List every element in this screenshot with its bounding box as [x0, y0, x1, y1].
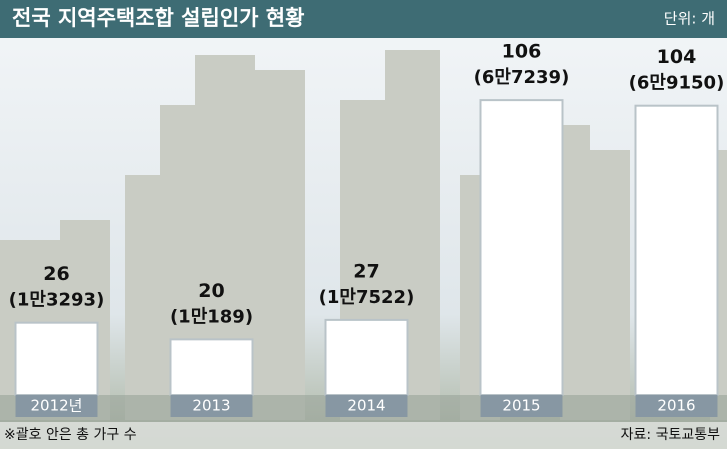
bar	[169, 338, 254, 397]
value-label: 27	[353, 260, 379, 282]
value-label: 20	[198, 280, 224, 302]
chart-title: 전국 지역주택조합 설립인가 현황	[12, 6, 304, 30]
category-box	[170, 395, 253, 417]
x-tick-label: 2016	[657, 397, 695, 415]
footnote: ※괄호 안은 총 가구 수	[4, 427, 137, 443]
x-tick-label: 2015	[502, 397, 540, 415]
bar	[634, 104, 719, 396]
source: 자료: 국토교통부	[621, 427, 720, 443]
title-bar	[0, 0, 727, 38]
bar	[14, 321, 99, 396]
value-label: 104	[657, 46, 697, 68]
value-label: 26	[43, 263, 69, 285]
x-tick-label: 2012년	[31, 397, 83, 415]
household-label: (6만7239)	[474, 67, 570, 88]
bar	[479, 99, 564, 397]
unit-label: 단위: 개	[664, 10, 715, 28]
x-tick-label: 2014	[347, 397, 385, 415]
category-box	[325, 395, 408, 417]
footer-band	[0, 422, 727, 449]
x-tick-label: 2013	[192, 397, 230, 415]
household-label: (1만7522)	[319, 287, 415, 308]
category-box	[480, 395, 563, 417]
household-label: (1만189)	[170, 306, 253, 327]
household-label: (1만3293)	[9, 290, 105, 311]
value-label: 106	[502, 41, 542, 63]
category-box	[15, 395, 98, 417]
category-box	[635, 395, 718, 417]
bar	[324, 318, 409, 396]
household-label: (6만9150)	[629, 73, 725, 94]
